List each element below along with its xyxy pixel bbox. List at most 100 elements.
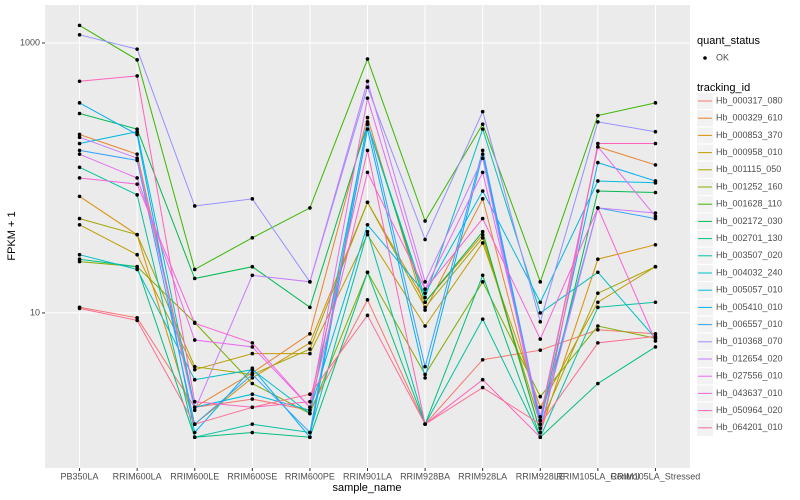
legend-label: Hb_064201_010 [716, 422, 783, 432]
data-point [538, 300, 543, 305]
data-point [480, 317, 485, 321]
y-tick-label: 1000 [20, 37, 40, 47]
data-point [538, 348, 543, 352]
data-point [538, 280, 543, 284]
data-point [250, 273, 255, 278]
x-tick-label: RRIM928BA [400, 471, 450, 481]
data-point [596, 189, 600, 193]
data-point [192, 435, 197, 440]
data-point [250, 430, 255, 435]
legend-label: Hb_050964_020 [716, 405, 783, 415]
data-point [135, 182, 139, 186]
data-point [538, 418, 543, 423]
data-point [423, 324, 427, 328]
legend-label: Hb_043637_010 [716, 388, 783, 398]
data-point [308, 392, 312, 397]
legend-title: quant_status [697, 35, 760, 47]
data-point [596, 381, 600, 386]
data-point [250, 372, 255, 377]
data-point [538, 311, 543, 315]
data-point [135, 318, 139, 323]
data-point [538, 435, 543, 440]
data-point [480, 148, 485, 153]
data-point [365, 229, 370, 234]
legend-label: Hb_010368_070 [716, 336, 783, 346]
data-point [250, 345, 255, 349]
data-point [308, 206, 312, 210]
data-point [135, 152, 139, 156]
data-point [365, 298, 370, 302]
data-point [250, 397, 255, 401]
legend-label: Hb_000329_610 [716, 113, 783, 123]
legend-label: Hb_006557_010 [716, 319, 783, 329]
data-point [538, 337, 543, 341]
data-point [135, 58, 139, 62]
data-point [653, 345, 658, 349]
data-point [365, 127, 370, 131]
data-point [135, 252, 139, 257]
data-point [596, 257, 600, 262]
data-point [192, 422, 197, 426]
data-point [77, 194, 82, 199]
legend-title: tracking_id [697, 82, 750, 94]
data-point [308, 332, 312, 336]
data-point [423, 295, 427, 300]
data-point [192, 367, 197, 372]
data-point [653, 129, 658, 134]
legend-label: OK [716, 52, 729, 62]
data-point [365, 57, 370, 61]
data-point [480, 197, 485, 201]
data-point [596, 141, 600, 146]
legend-label: Hb_000958_010 [716, 147, 783, 157]
data-point [308, 347, 312, 351]
data-point [365, 79, 370, 84]
data-point [192, 399, 197, 404]
data-point [77, 111, 82, 116]
data-point [365, 148, 370, 153]
data-point [653, 211, 658, 215]
data-point [250, 392, 255, 397]
legend-label: Hb_002172_030 [716, 216, 783, 226]
data-point [423, 291, 427, 296]
data-point [480, 170, 485, 175]
data-point [77, 216, 82, 221]
data-point [308, 351, 312, 356]
data-point [308, 430, 312, 435]
data-point [480, 109, 485, 114]
data-point [480, 377, 485, 382]
legend-label: Hb_001252_160 [716, 181, 783, 191]
data-point [250, 351, 255, 356]
data-point [135, 47, 139, 51]
data-point [365, 222, 370, 227]
data-point [480, 156, 485, 161]
data-point [596, 145, 600, 149]
data-point [653, 214, 658, 219]
data-point [192, 430, 197, 435]
data-point [77, 148, 82, 153]
data-point [365, 313, 370, 318]
data-point [423, 422, 427, 426]
data-point [192, 405, 197, 410]
data-point [480, 152, 485, 156]
data-point [480, 232, 485, 237]
data-point [365, 120, 370, 124]
legend-label: Hb_005057_010 [716, 285, 783, 295]
data-point [135, 156, 139, 161]
data-point [308, 411, 312, 416]
data-point [538, 422, 543, 426]
y-tick-label: 10 [30, 307, 40, 317]
data-point [480, 229, 485, 234]
data-point [423, 237, 427, 242]
data-point [135, 129, 139, 134]
data-point [423, 372, 427, 377]
data-point [135, 267, 139, 272]
data-point [423, 300, 427, 305]
data-point [653, 179, 658, 183]
data-point [77, 79, 82, 84]
data-point [596, 300, 600, 305]
data-point [308, 341, 312, 345]
data-point [135, 132, 139, 137]
data-point [192, 408, 197, 413]
data-point [365, 232, 370, 237]
x-tick-label: RRIM600LA [113, 471, 162, 481]
